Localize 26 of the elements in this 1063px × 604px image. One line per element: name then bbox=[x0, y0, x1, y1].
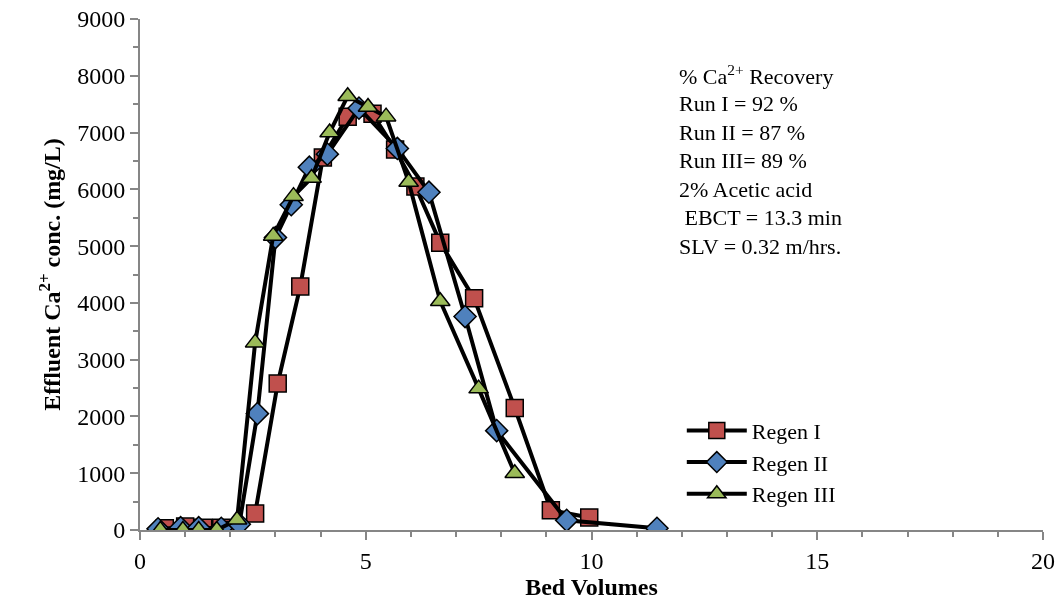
legend-label: Regen III bbox=[751, 482, 836, 508]
y-tick-label: 4000 bbox=[77, 290, 126, 317]
y-tick-label: 2000 bbox=[77, 403, 126, 430]
annotation: SLV = 0.32 m/hrs. bbox=[679, 234, 842, 259]
x-axis-title: Bed Volumes bbox=[525, 573, 658, 600]
x-tick-label: 20 bbox=[1031, 547, 1055, 574]
legend-label: Regen II bbox=[751, 450, 829, 476]
annotation: Run III= 89 % bbox=[679, 148, 807, 173]
x-tick-label: 5 bbox=[359, 547, 372, 574]
y-tick-label: 9000 bbox=[77, 6, 126, 33]
x-tick-label: 0 bbox=[134, 547, 146, 574]
x-tick-label: 10 bbox=[579, 547, 604, 574]
annotation: EBCT = 13.3 min bbox=[679, 205, 842, 230]
y-tick-label: 0 bbox=[113, 517, 126, 544]
y-tick-label: 7000 bbox=[77, 119, 126, 146]
annotation: Run I = 92 % bbox=[679, 91, 798, 116]
annotation: Run II = 87 % bbox=[679, 120, 806, 145]
annotation: 2% Acetic acid bbox=[679, 177, 813, 202]
x-tick-label: 15 bbox=[805, 547, 830, 574]
y-tick-label: 6000 bbox=[77, 176, 126, 203]
legend-label: Regen I bbox=[751, 419, 821, 445]
y-tick-label: 3000 bbox=[77, 347, 126, 374]
annotation: % Ca$^{2+}$ Recovery bbox=[679, 61, 834, 90]
y-tick-label: 1000 bbox=[77, 460, 126, 487]
y-tick-label: 5000 bbox=[77, 233, 126, 260]
y-tick-label: 8000 bbox=[77, 63, 126, 90]
